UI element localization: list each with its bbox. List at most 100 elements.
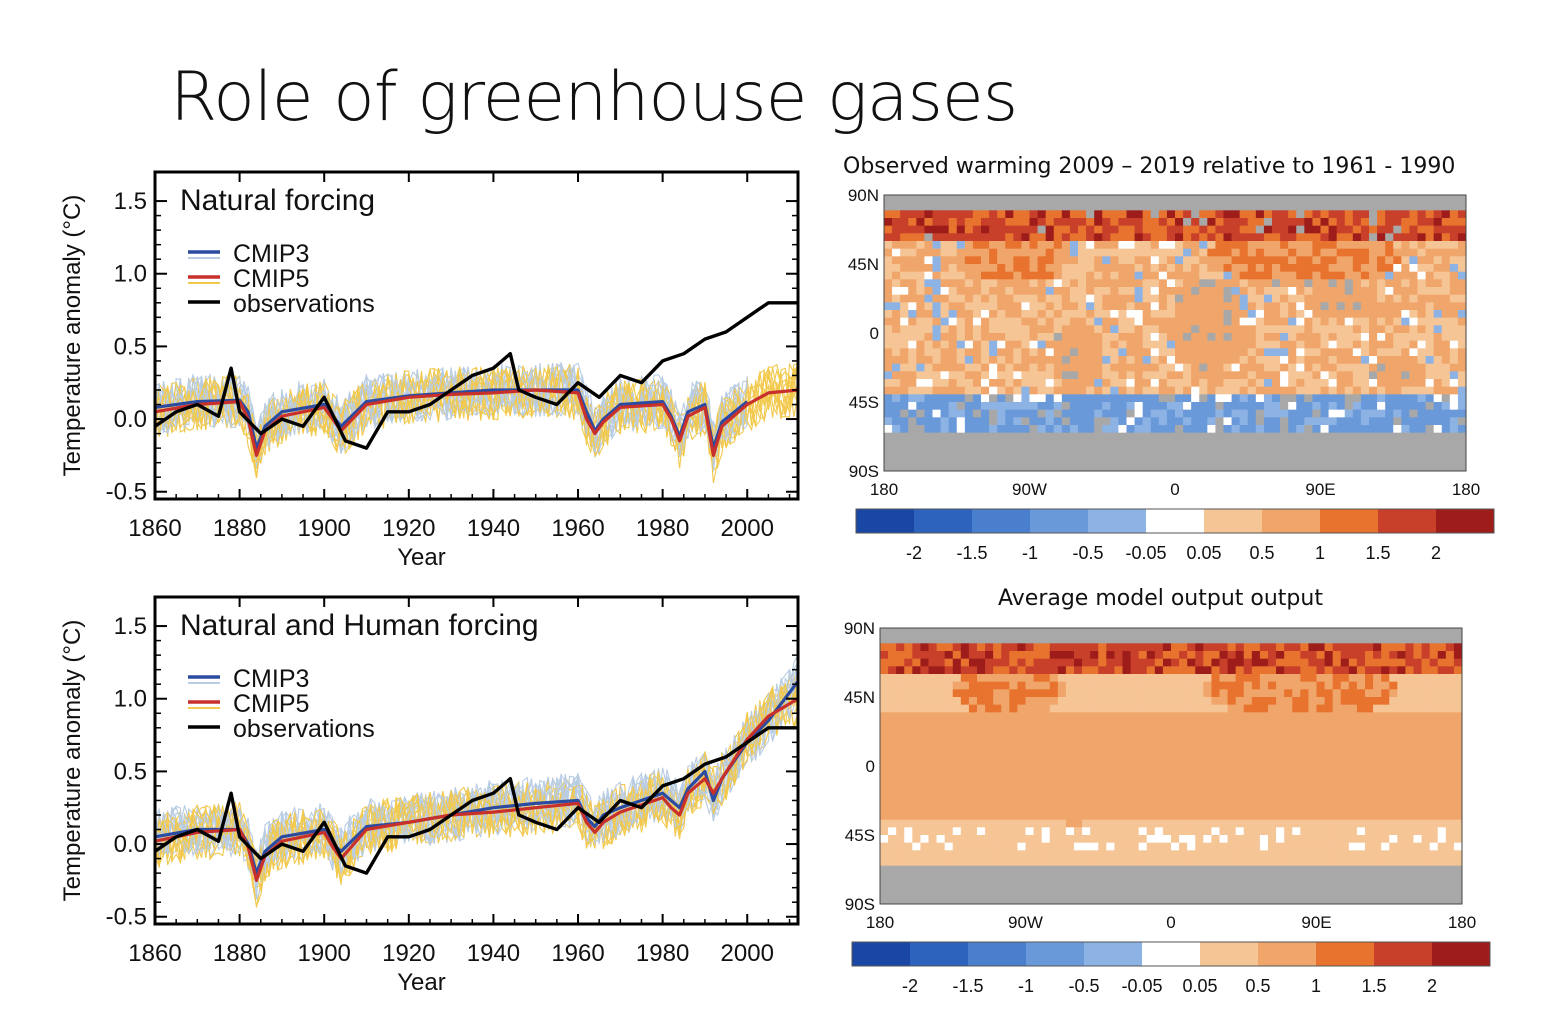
map-cell xyxy=(1057,658,1067,667)
map-cell xyxy=(1417,225,1426,234)
map-cell xyxy=(1328,394,1338,403)
map-lon-label: 90W xyxy=(1012,480,1047,499)
map-cell xyxy=(1041,835,1051,844)
map-cell xyxy=(944,796,954,805)
map-cell xyxy=(1377,440,1386,449)
map-cell xyxy=(1292,735,1301,744)
map-cell xyxy=(892,455,901,464)
map-cell xyxy=(1243,681,1253,690)
map-cell xyxy=(1381,812,1390,821)
map-cell xyxy=(1429,658,1439,667)
map-cell xyxy=(928,628,937,637)
map-cell xyxy=(1057,704,1067,713)
map-cell xyxy=(1110,302,1119,311)
map-cell xyxy=(1356,720,1366,729)
map-cell xyxy=(1171,689,1180,698)
map-cell xyxy=(1381,835,1390,844)
map-cell xyxy=(884,233,893,242)
map-cell xyxy=(1292,758,1301,767)
map-cell xyxy=(993,635,1002,644)
map-cell xyxy=(1369,279,1378,288)
map-cell xyxy=(1175,271,1184,280)
map-cell xyxy=(1146,727,1156,736)
map-cell xyxy=(1029,294,1038,303)
map-cell xyxy=(932,448,941,457)
map-cell xyxy=(1373,727,1382,736)
map-cell xyxy=(1320,210,1329,219)
map-cell xyxy=(1356,651,1366,660)
map-cell xyxy=(1223,348,1232,357)
map-cell xyxy=(1069,195,1079,204)
map-cell xyxy=(1005,363,1014,372)
map-cell xyxy=(989,218,998,227)
map-cell xyxy=(1272,356,1281,365)
map-cell xyxy=(1078,448,1087,457)
map-cell xyxy=(1138,628,1148,637)
map-cell xyxy=(932,394,941,403)
map-cell xyxy=(972,402,982,411)
map-cell xyxy=(1199,409,1208,418)
map-cell xyxy=(1263,394,1273,403)
map-cell xyxy=(1304,402,1313,411)
map-cell xyxy=(1037,225,1047,234)
map-cell xyxy=(1150,241,1160,250)
map-cell xyxy=(920,727,929,736)
map-cell xyxy=(1122,697,1131,706)
map-cell xyxy=(1393,241,1402,250)
map-cell xyxy=(1397,697,1406,706)
map-cell xyxy=(1316,720,1325,729)
map-cell xyxy=(1344,356,1354,365)
map-cell xyxy=(1405,781,1414,790)
map-cell xyxy=(1001,681,1010,690)
map-cell xyxy=(1296,348,1305,357)
map-cell xyxy=(1219,712,1228,721)
map-cell xyxy=(1118,317,1127,326)
map-cell xyxy=(880,773,889,782)
map-cell xyxy=(1069,233,1079,242)
map-cell xyxy=(900,455,909,464)
map-cell xyxy=(1259,643,1269,652)
map-cell xyxy=(1308,819,1317,828)
map-cell xyxy=(1425,310,1435,319)
map-cell xyxy=(1401,363,1410,372)
map-cell xyxy=(1247,302,1257,311)
map-cell xyxy=(920,674,929,683)
map-cell xyxy=(940,448,950,457)
map-cell xyxy=(1340,750,1350,759)
map-cell xyxy=(1126,225,1135,234)
map-cell xyxy=(964,448,974,457)
map-cell xyxy=(1114,819,1123,828)
map-cell xyxy=(1247,241,1257,250)
map-cell xyxy=(1053,425,1063,434)
map-cell xyxy=(1086,333,1095,342)
map-cell xyxy=(1429,804,1439,813)
map-cell xyxy=(1065,842,1075,851)
map-cell xyxy=(1409,294,1418,303)
map-cell xyxy=(1090,635,1099,644)
map-cell xyxy=(1033,666,1043,675)
map-cell xyxy=(956,356,966,365)
map-cell xyxy=(1130,827,1140,836)
map-cell xyxy=(1441,440,1451,449)
map-cell xyxy=(1041,658,1051,667)
map-cell xyxy=(964,371,974,380)
map-cell xyxy=(1393,363,1402,372)
map-cell xyxy=(1449,440,1459,449)
map-cell xyxy=(940,210,950,219)
map-cell xyxy=(1134,302,1144,311)
map-cell xyxy=(1078,363,1087,372)
map-cell xyxy=(1094,448,1103,457)
map-cell xyxy=(924,371,933,380)
map-cell xyxy=(1029,310,1038,319)
map-cell xyxy=(1360,310,1370,319)
map-cell xyxy=(920,720,929,729)
map-cell xyxy=(1381,758,1390,767)
map-cell xyxy=(1074,643,1083,652)
map-cell xyxy=(960,743,970,752)
map-cell xyxy=(1417,402,1426,411)
map-cell xyxy=(1187,651,1196,660)
x-tick-label: 1900 xyxy=(298,515,351,542)
map-cell xyxy=(1312,448,1321,457)
map-cell xyxy=(972,463,982,472)
map-cell xyxy=(1280,294,1289,303)
